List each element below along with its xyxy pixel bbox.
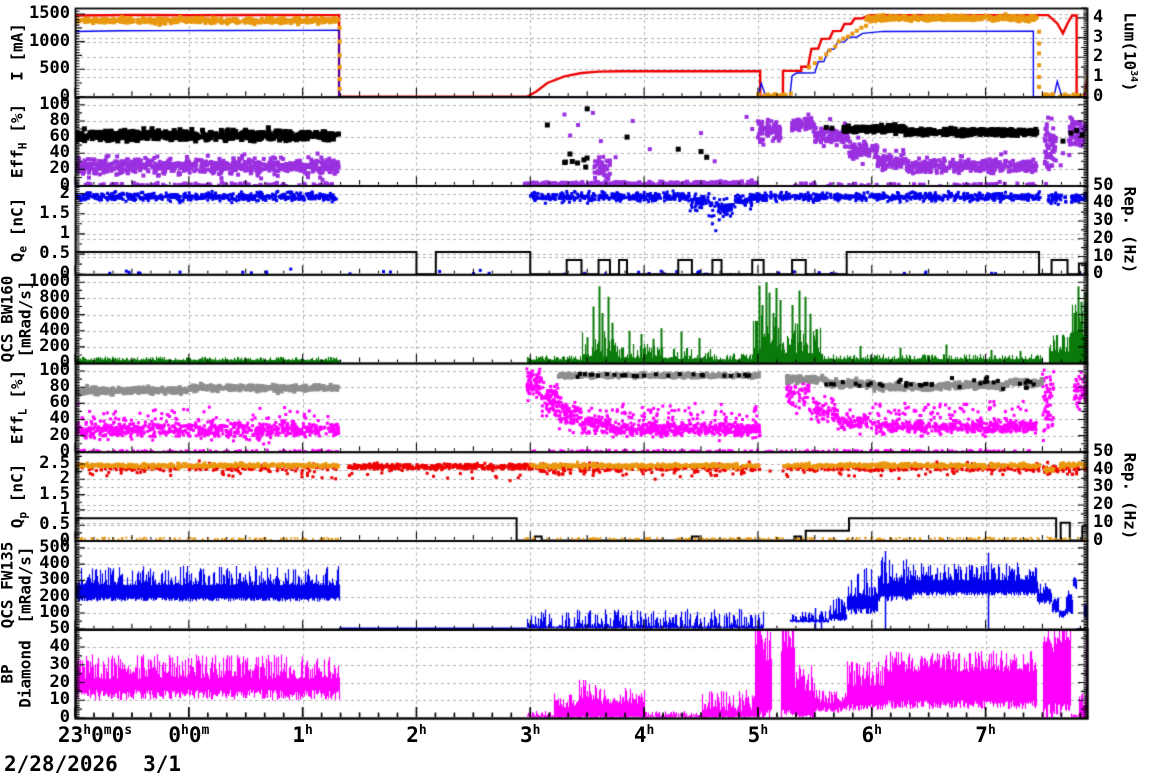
date-label: 2/28/2026 3/1 bbox=[4, 752, 182, 776]
